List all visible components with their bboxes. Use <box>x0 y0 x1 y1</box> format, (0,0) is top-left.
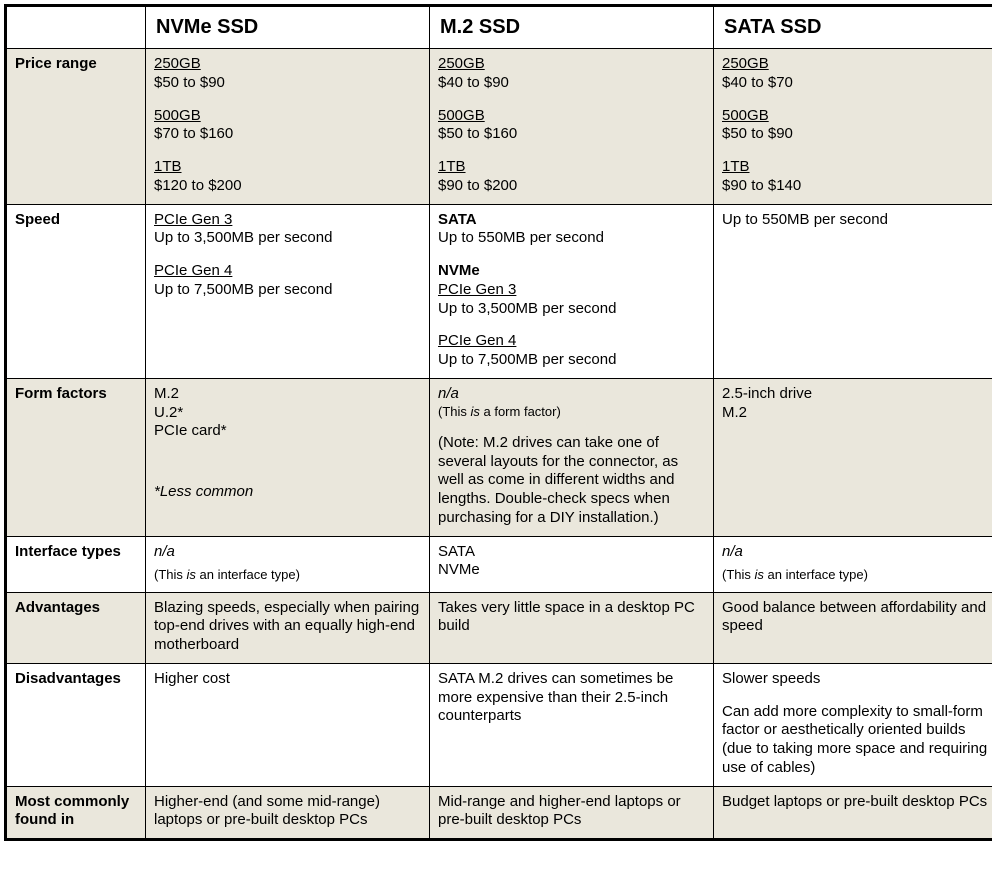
ssd-comparison-table: NVMe SSD M.2 SSD SATA SSD Price range 25… <box>4 4 992 841</box>
cell-form-sata: 2.5-inch drive M.2 <box>714 378 992 536</box>
price-value: $90 to $200 <box>438 177 705 196</box>
cell-dis-nvme: Higher cost <box>146 663 430 786</box>
price-value: $70 to $160 <box>154 125 421 144</box>
cell-iface-m2: SATA NVMe <box>430 536 714 592</box>
speed-heading: NVMe <box>438 262 705 281</box>
row-disadvantages: Disadvantages Higher cost SATA M.2 drive… <box>6 663 992 786</box>
speed-value: Up to 550MB per second <box>438 229 705 248</box>
cell-speed-m2: SATA Up to 550MB per second NVMe PCIe Ge… <box>430 204 714 378</box>
row-label: Price range <box>6 49 146 205</box>
form-item: M.2 <box>722 404 988 423</box>
form-item: U.2* <box>154 404 421 423</box>
row-price-range: Price range 250GB $50 to $90 500GB $70 t… <box>6 49 992 205</box>
header-row: NVMe SSD M.2 SSD SATA SSD <box>6 6 992 49</box>
cell-found-sata: Budget laptops or pre-built desktop PCs <box>714 786 992 840</box>
row-speed: Speed PCIe Gen 3 Up to 3,500MB per secon… <box>6 204 992 378</box>
price-value: $50 to $90 <box>154 74 421 93</box>
cell-iface-nvme: n/a (This is an interface type) <box>146 536 430 592</box>
price-capacity: 1TB <box>722 158 988 177</box>
cell-dis-sata: Slower speeds Can add more complexity to… <box>714 663 992 786</box>
price-capacity: 500GB <box>154 107 421 126</box>
price-value: $50 to $160 <box>438 125 705 144</box>
speed-heading: PCIe Gen 3 <box>154 211 421 230</box>
cell-adv-m2: Takes very little space in a desktop PC … <box>430 592 714 663</box>
header-sata: SATA SSD <box>714 6 992 49</box>
speed-value: Up to 3,500MB per second <box>438 300 705 319</box>
cell-price-m2: 250GB $40 to $90 500GB $50 to $160 1TB $… <box>430 49 714 205</box>
row-label: Form factors <box>6 378 146 536</box>
form-na-note: (This is a form factor) <box>438 404 705 420</box>
iface-na-note: (This is an interface type) <box>722 567 988 583</box>
price-value: $40 to $70 <box>722 74 988 93</box>
iface-na: n/a <box>154 543 421 562</box>
cell-found-nvme: Higher-end (and some mid-range) laptops … <box>146 786 430 840</box>
header-m2: M.2 SSD <box>430 6 714 49</box>
form-item: PCIe card* <box>154 422 421 441</box>
price-capacity: 250GB <box>438 55 705 74</box>
form-note: (Note: M.2 drives can take one of severa… <box>438 434 705 528</box>
iface-item: NVMe <box>438 561 705 580</box>
price-value: $90 to $140 <box>722 177 988 196</box>
form-note: *Less common <box>154 483 421 502</box>
cell-adv-nvme: Blazing speeds, especially when pairing … <box>146 592 430 663</box>
price-capacity: 250GB <box>722 55 988 74</box>
price-capacity: 1TB <box>438 158 705 177</box>
cell-form-nvme: M.2 U.2* PCIe card* *Less common <box>146 378 430 536</box>
form-item: M.2 <box>154 385 421 404</box>
cell-speed-nvme: PCIe Gen 3 Up to 3,500MB per second PCIe… <box>146 204 430 378</box>
form-na: n/a <box>438 385 705 404</box>
row-label: Most commonly found in <box>6 786 146 840</box>
dis-item: Slower speeds <box>722 670 988 689</box>
row-found-in: Most commonly found in Higher-end (and s… <box>6 786 992 840</box>
cell-iface-sata: n/a (This is an interface type) <box>714 536 992 592</box>
speed-subheading: PCIe Gen 4 <box>438 332 705 351</box>
header-empty <box>6 6 146 49</box>
price-value: $50 to $90 <box>722 125 988 144</box>
speed-heading: PCIe Gen 4 <box>154 262 421 281</box>
cell-found-m2: Mid-range and higher-end laptops or pre-… <box>430 786 714 840</box>
price-capacity: 250GB <box>154 55 421 74</box>
iface-na-note: (This is an interface type) <box>154 567 421 583</box>
row-advantages: Advantages Blazing speeds, especially wh… <box>6 592 992 663</box>
row-label: Speed <box>6 204 146 378</box>
row-form-factors: Form factors M.2 U.2* PCIe card* *Less c… <box>6 378 992 536</box>
speed-value: Up to 7,500MB per second <box>438 351 705 370</box>
row-label: Advantages <box>6 592 146 663</box>
row-interface-types: Interface types n/a (This is an interfac… <box>6 536 992 592</box>
row-label: Disadvantages <box>6 663 146 786</box>
form-item: 2.5-inch drive <box>722 385 988 404</box>
iface-na: n/a <box>722 543 988 562</box>
speed-value: Up to 550MB per second <box>722 211 988 230</box>
row-label: Interface types <box>6 536 146 592</box>
header-nvme: NVMe SSD <box>146 6 430 49</box>
cell-form-m2: n/a (This is a form factor) (Note: M.2 d… <box>430 378 714 536</box>
price-capacity: 1TB <box>154 158 421 177</box>
page-container: NVMe SSD M.2 SSD SATA SSD Price range 25… <box>0 0 992 845</box>
cell-adv-sata: Good balance between affordability and s… <box>714 592 992 663</box>
cell-price-sata: 250GB $40 to $70 500GB $50 to $90 1TB $9… <box>714 49 992 205</box>
cell-dis-m2: SATA M.2 drives can sometimes be more ex… <box>430 663 714 786</box>
cell-price-nvme: 250GB $50 to $90 500GB $70 to $160 1TB $… <box>146 49 430 205</box>
price-value: $120 to $200 <box>154 177 421 196</box>
price-capacity: 500GB <box>722 107 988 126</box>
price-value: $40 to $90 <box>438 74 705 93</box>
speed-value: Up to 7,500MB per second <box>154 281 421 300</box>
cell-speed-sata: Up to 550MB per second <box>714 204 992 378</box>
iface-item: SATA <box>438 543 705 562</box>
dis-item: Can add more complexity to small-form fa… <box>722 703 988 778</box>
speed-subheading: PCIe Gen 3 <box>438 281 705 300</box>
price-capacity: 500GB <box>438 107 705 126</box>
speed-heading: SATA <box>438 211 705 230</box>
speed-value: Up to 3,500MB per second <box>154 229 421 248</box>
